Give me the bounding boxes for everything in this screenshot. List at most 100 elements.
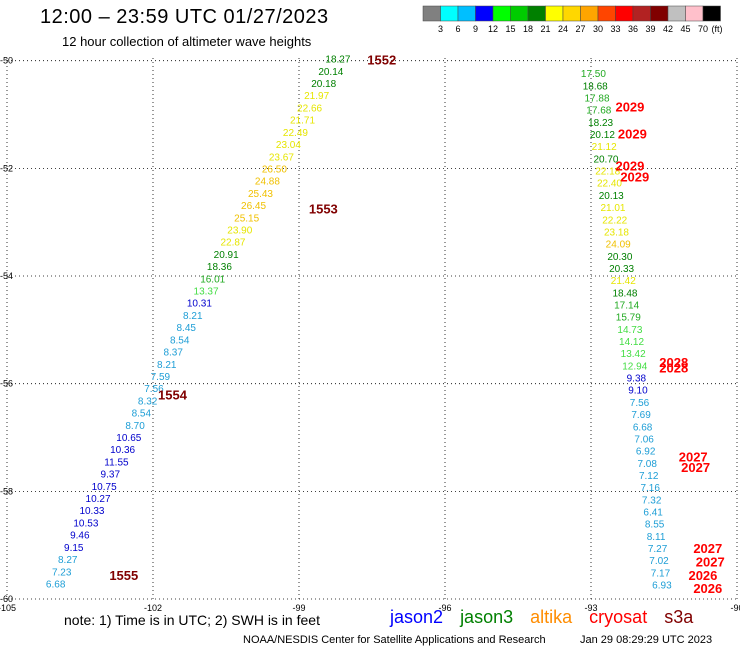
wave-height-label: 7.56 — [630, 398, 650, 409]
map-title: 12:00 – 23:59 UTC 01/27/2023 — [40, 6, 329, 28]
wave-height-label: 7.27 — [648, 544, 668, 555]
colorbar-tick-label: 39 — [645, 24, 655, 34]
pass-time-label: 2027 — [696, 554, 725, 569]
latitude-tick-label: -50 — [0, 56, 13, 66]
pass-time-label: 2026 — [693, 581, 722, 596]
latitude-tick-label: -58 — [0, 486, 13, 496]
wave-height-label: 17.68 — [586, 106, 611, 117]
wave-height-label: 7.59 — [151, 372, 171, 383]
wave-height-label: 6.92 — [636, 447, 656, 458]
wave-height-label: 22.49 — [283, 128, 308, 139]
wave-height-label: 8.11 — [647, 532, 666, 543]
colorbar-swatch — [632, 5, 651, 22]
colorbar-tick-label: 24 — [558, 24, 568, 34]
map-gridlines — [6, 58, 738, 600]
colorbar-tick-label: 6 — [455, 24, 460, 34]
latitude-tick-label: -56 — [0, 379, 13, 389]
wave-height-label: 9.37 — [101, 470, 121, 481]
generated-timestamp: Jan 29 08:29:29 UTC 2023 — [580, 634, 713, 646]
wave-height-label: 21.12 — [592, 142, 617, 153]
wave-height-label: 7.02 — [649, 556, 669, 567]
wave-height-label: 17.14 — [614, 300, 639, 311]
wave-height-label: 18.23 — [588, 118, 613, 129]
wave-height-label: 20.14 — [318, 67, 343, 78]
wave-height-label: 9.46 — [70, 531, 90, 542]
wave-height-label: 17.50 — [581, 69, 606, 80]
colorbar-swatch — [650, 5, 669, 22]
wave-height-label: 18.48 — [612, 288, 637, 299]
pass-time-label: 1552 — [367, 53, 396, 68]
colorbar-tick-label: 42 — [663, 24, 673, 34]
wave-height-label: 7.69 — [631, 410, 651, 421]
colorbar-swatch — [492, 5, 511, 22]
colorbar-swatch — [440, 5, 459, 22]
wave-height-label: 6.93 — [652, 581, 672, 592]
colorbar-swatch — [667, 5, 686, 22]
wave-height-label: 21.42 — [611, 276, 636, 287]
pass-time-label: 2027 — [679, 449, 708, 464]
colorbar-swatch — [615, 5, 634, 22]
wave-height-label: 23.18 — [604, 227, 629, 238]
wave-height-label: 23.90 — [227, 225, 252, 236]
colorbar-tick-label: 45 — [680, 24, 690, 34]
wave-height-label: 7.12 — [639, 471, 659, 482]
pass-time-label: 2029 — [615, 159, 644, 174]
wave-height-label: 7.56 — [144, 384, 164, 395]
wave-height-label: 9.10 — [628, 386, 648, 397]
wave-height-label: 10.33 — [79, 506, 104, 517]
latitude-tick-label: -52 — [0, 163, 13, 173]
wave-height-label: 14.12 — [619, 337, 644, 348]
wave-height-label: 8.37 — [163, 348, 183, 359]
colorbar-swatch — [597, 5, 616, 22]
wave-height-label: 21.01 — [600, 203, 625, 214]
wave-height-label: 22.66 — [297, 103, 322, 114]
wave-height-label: 26.45 — [241, 201, 266, 212]
pass-time-label: 2029 — [620, 169, 649, 184]
longitude-tick-label: -90 — [730, 603, 740, 613]
wave-height-label: 13.37 — [194, 287, 219, 298]
wave-height-label: 10.75 — [92, 482, 117, 493]
satellite-legend: jason2 jason3 altika cryosat s3a — [390, 607, 705, 628]
longitude-tick-label: -105 — [0, 603, 16, 613]
legend-jason2: jason2 — [390, 607, 444, 627]
wave-height-label: 8.27 — [58, 555, 78, 566]
wave-height-label: 15.79 — [616, 313, 641, 324]
colorbar-swatch — [510, 5, 529, 22]
pass-time-label: 1554 — [158, 387, 188, 402]
colorbar-tick-label: 15 — [505, 24, 515, 34]
colorbar-tick-label: 70 — [698, 24, 708, 34]
colorbar-tick-label: 18 — [523, 24, 533, 34]
wave-height-label: 9.15 — [64, 543, 84, 554]
colorbar-swatch — [562, 5, 581, 22]
wave-height-label: 8.45 — [176, 323, 196, 334]
pass-time-label: 2028 — [659, 361, 688, 376]
latitude-tick-label: -60 — [0, 594, 13, 604]
wave-height-label: 18.27 — [325, 55, 350, 66]
colorbar-swatch — [422, 5, 441, 22]
wave-height-label: 16.01 — [200, 274, 225, 285]
wave-height-label: 18.36 — [207, 262, 232, 273]
wave-height-label: 10.53 — [73, 518, 98, 529]
wave-height-label: 6.68 — [46, 579, 66, 590]
wave-height-colorbar: 3 6 9 12 15 18 21 24 27 30 33 36 39 42 45 70 (ft) — [422, 5, 723, 34]
wave-height-label: 10.27 — [86, 494, 111, 505]
wave-height-label: 25.43 — [248, 189, 273, 200]
wave-height-label: 7.08 — [637, 459, 657, 470]
colorbar-tick-label: 33 — [610, 24, 620, 34]
latitude-tick-label: -54 — [0, 271, 13, 281]
pass-time-label: 1553 — [309, 202, 338, 217]
wave-height-label: 6.41 — [643, 507, 663, 518]
wave-height-label: 21.71 — [290, 116, 315, 127]
wave-height-label: 6.68 — [633, 422, 653, 433]
colorbar-tick-label: 9 — [473, 24, 478, 34]
colorbar-unit: (ft) — [712, 24, 723, 34]
colorbar-swatch — [545, 5, 564, 22]
map-subtitle: 12 hour collection of altimeter wave hei… — [62, 34, 312, 49]
wave-height-label: 10.36 — [110, 445, 135, 456]
pass-time-label: 2027 — [693, 541, 722, 556]
wave-height-label: 8.54 — [132, 409, 152, 420]
wave-height-label: 10.31 — [187, 299, 212, 310]
wave-height-label: 22.18 — [595, 167, 620, 178]
wave-height-label: 7.23 — [52, 567, 72, 578]
